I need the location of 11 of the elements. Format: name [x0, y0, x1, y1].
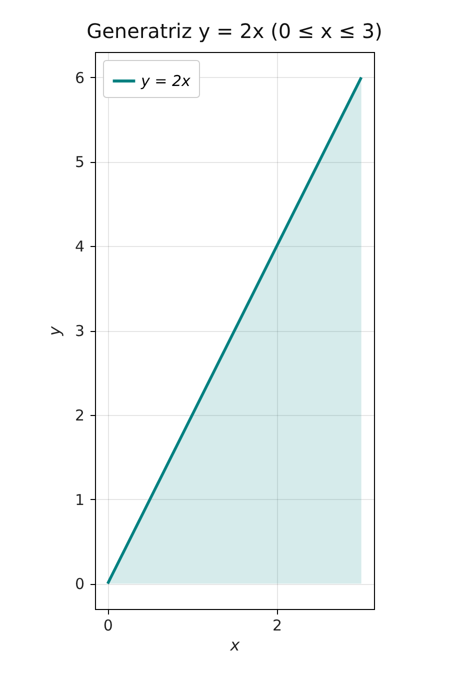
y-tick-label: 1	[74, 490, 84, 509]
y-axis-title: y	[44, 326, 64, 337]
legend-label: y = 2x	[140, 72, 191, 90]
x-axis-title: x	[229, 636, 240, 654]
y-tick-label: 5	[74, 153, 84, 172]
y-tick-label: 3	[74, 322, 84, 340]
y-tick-label: 0	[74, 575, 84, 594]
y-tick-label: 6	[74, 68, 84, 87]
y-tick-label: 4	[74, 238, 84, 256]
y-tick-label: 2	[74, 406, 84, 424]
chart-title: Generatriz y = 2x (0 ≤ x ≤ 3)	[86, 19, 382, 43]
